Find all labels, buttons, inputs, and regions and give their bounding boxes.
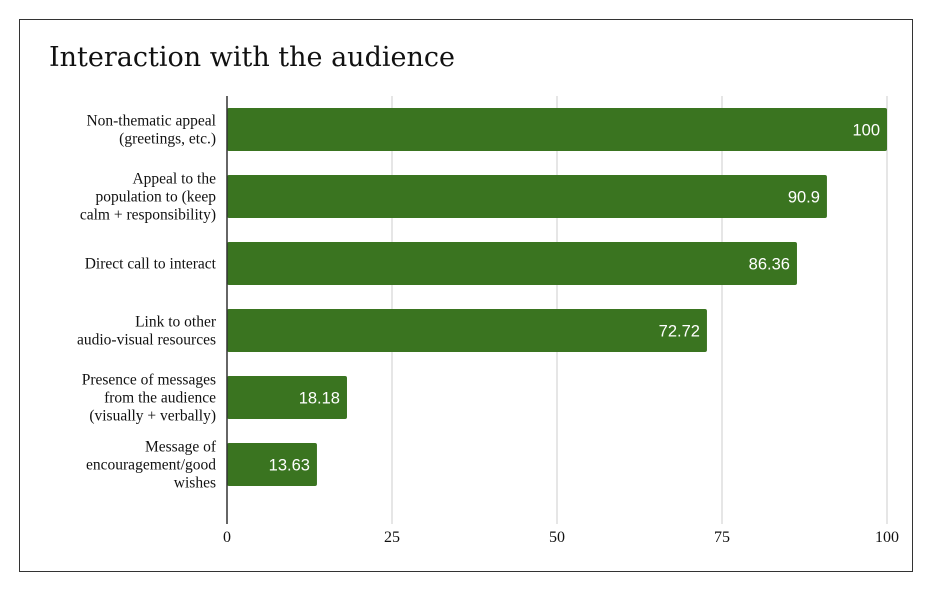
x-tick-label: 25 xyxy=(384,529,400,546)
data-label: 90.9 xyxy=(788,189,820,207)
data-label: 13.63 xyxy=(269,457,310,475)
chart-title: Interaction with the audience xyxy=(49,42,455,73)
bar xyxy=(227,376,347,419)
data-label: 100 xyxy=(852,122,880,140)
category-label: Appeal to the population to (keep calm + r… xyxy=(80,171,216,224)
bars xyxy=(227,108,887,486)
x-tick-label: 75 xyxy=(714,529,730,546)
bar xyxy=(227,443,317,486)
bar xyxy=(227,242,797,285)
category-label: Non-thematic appeal (greetings, etc.) xyxy=(86,113,216,148)
x-tick-label: 50 xyxy=(549,529,565,546)
category-label: Link to other audio-visual resources xyxy=(77,314,217,349)
category-label: Presence of messages from the audience (vi… xyxy=(82,372,216,425)
data-label: 18.18 xyxy=(299,390,340,408)
category-labels: Non-thematic appeal (greetings, etc.) Appe… xyxy=(77,113,217,492)
tick-labels: 0 25 50 75 100 xyxy=(223,529,899,546)
x-tick-label: 0 xyxy=(223,529,231,546)
bar xyxy=(227,108,887,151)
data-labels: 100 90.9 86.36 72.72 18.18 13.63 xyxy=(269,122,880,475)
x-tick-label: 100 xyxy=(875,529,899,546)
category-label: Direct call to interact xyxy=(85,256,217,273)
data-label: 72.72 xyxy=(659,323,700,341)
category-label: Message of encouragement/good wishes xyxy=(86,439,217,492)
data-label: 86.36 xyxy=(749,256,790,274)
bar xyxy=(227,309,707,352)
bar xyxy=(227,175,827,218)
